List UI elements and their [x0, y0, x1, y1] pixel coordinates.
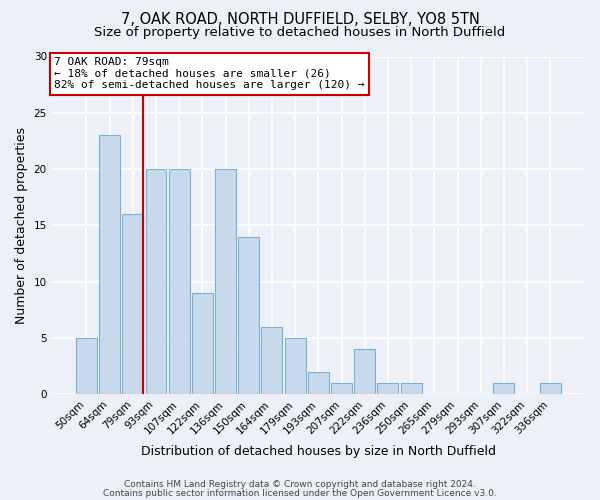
Text: Contains HM Land Registry data © Crown copyright and database right 2024.: Contains HM Land Registry data © Crown c…: [124, 480, 476, 489]
Bar: [146, 169, 166, 394]
Bar: [238, 236, 259, 394]
Bar: [540, 383, 561, 394]
Bar: [493, 383, 514, 394]
Text: 7 OAK ROAD: 79sqm
← 18% of detached houses are smaller (26)
82% of semi-detached: 7 OAK ROAD: 79sqm ← 18% of detached hous…: [55, 57, 365, 90]
Text: 7, OAK ROAD, NORTH DUFFIELD, SELBY, YO8 5TN: 7, OAK ROAD, NORTH DUFFIELD, SELBY, YO8 …: [121, 12, 479, 28]
Bar: [99, 136, 120, 394]
X-axis label: Distribution of detached houses by size in North Duffield: Distribution of detached houses by size …: [141, 444, 496, 458]
Bar: [331, 383, 352, 394]
Bar: [354, 350, 375, 395]
Bar: [169, 169, 190, 394]
Y-axis label: Number of detached properties: Number of detached properties: [15, 127, 28, 324]
Bar: [215, 169, 236, 394]
Bar: [122, 214, 143, 394]
Bar: [284, 338, 305, 394]
Bar: [76, 338, 97, 394]
Bar: [262, 327, 283, 394]
Text: Contains public sector information licensed under the Open Government Licence v3: Contains public sector information licen…: [103, 489, 497, 498]
Bar: [377, 383, 398, 394]
Bar: [401, 383, 422, 394]
Text: Size of property relative to detached houses in North Duffield: Size of property relative to detached ho…: [94, 26, 506, 39]
Bar: [308, 372, 329, 394]
Bar: [192, 293, 213, 394]
